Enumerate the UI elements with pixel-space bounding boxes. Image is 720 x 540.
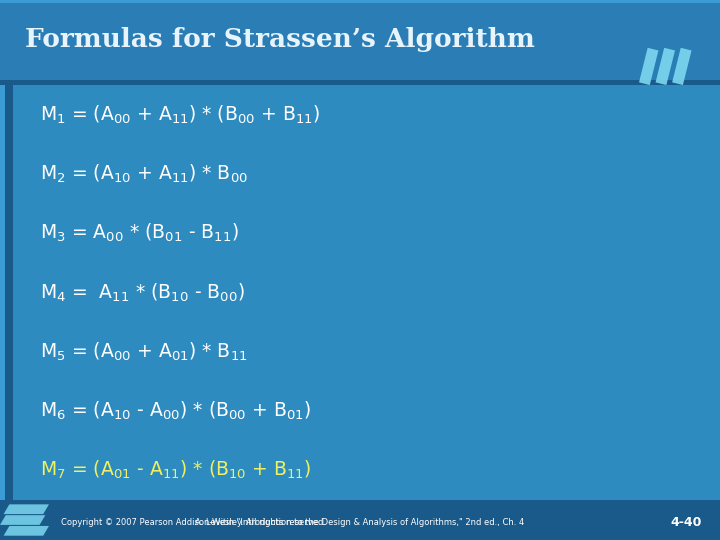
- Text: M$_2$ = (A$_{10}$ + A$_{11}$) * B$_{00}$: M$_2$ = (A$_{10}$ + A$_{11}$) * B$_{00}$: [40, 163, 248, 185]
- Text: A. Levitin "Introduction to the Design & Analysis of Algorithms," 2nd ed., Ch. 4: A. Levitin "Introduction to the Design &…: [195, 518, 525, 528]
- Text: M$_7$ = (A$_{01}$ - A$_{11}$) * (B$_{10}$ + B$_{11}$): M$_7$ = (A$_{01}$ - A$_{11}$) * (B$_{10}…: [40, 459, 311, 481]
- Text: 4-40: 4-40: [670, 516, 702, 530]
- Text: M$_6$ = (A$_{10}$ - A$_{00}$) * (B$_{00}$ + B$_{01}$): M$_6$ = (A$_{10}$ - A$_{00}$) * (B$_{00}…: [40, 400, 311, 422]
- Bar: [0, 500, 47, 540]
- Text: Copyright © 2007 Pearson Addison-Wesley. All rights reserved.: Copyright © 2007 Pearson Addison-Wesley.…: [61, 518, 326, 528]
- Text: Formulas for Strassen’s Algorithm: Formulas for Strassen’s Algorithm: [25, 28, 535, 52]
- Polygon shape: [0, 515, 45, 525]
- Bar: [0, 0, 720, 80]
- Bar: [0, 85, 4, 500]
- Bar: [0, 500, 720, 540]
- Text: M$_1$ = (A$_{00}$ + A$_{11}$) * (B$_{00}$ + B$_{11}$): M$_1$ = (A$_{00}$ + A$_{11}$) * (B$_{00}…: [40, 104, 320, 126]
- Text: M$_5$ = (A$_{00}$ + A$_{01}$) * B$_{11}$: M$_5$ = (A$_{00}$ + A$_{01}$) * B$_{11}$: [40, 340, 247, 363]
- Bar: [0, 80, 720, 85]
- Polygon shape: [4, 504, 49, 514]
- Bar: [0, 85, 13, 500]
- Text: M$_3$ = A$_{00}$ * (B$_{01}$ - B$_{11}$): M$_3$ = A$_{00}$ * (B$_{01}$ - B$_{11}$): [40, 222, 238, 245]
- Bar: [0, 0, 720, 3]
- Polygon shape: [4, 526, 49, 536]
- Text: M$_4$ =  A$_{11}$ * (B$_{10}$ - B$_{00}$): M$_4$ = A$_{11}$ * (B$_{10}$ - B$_{00}$): [40, 281, 244, 303]
